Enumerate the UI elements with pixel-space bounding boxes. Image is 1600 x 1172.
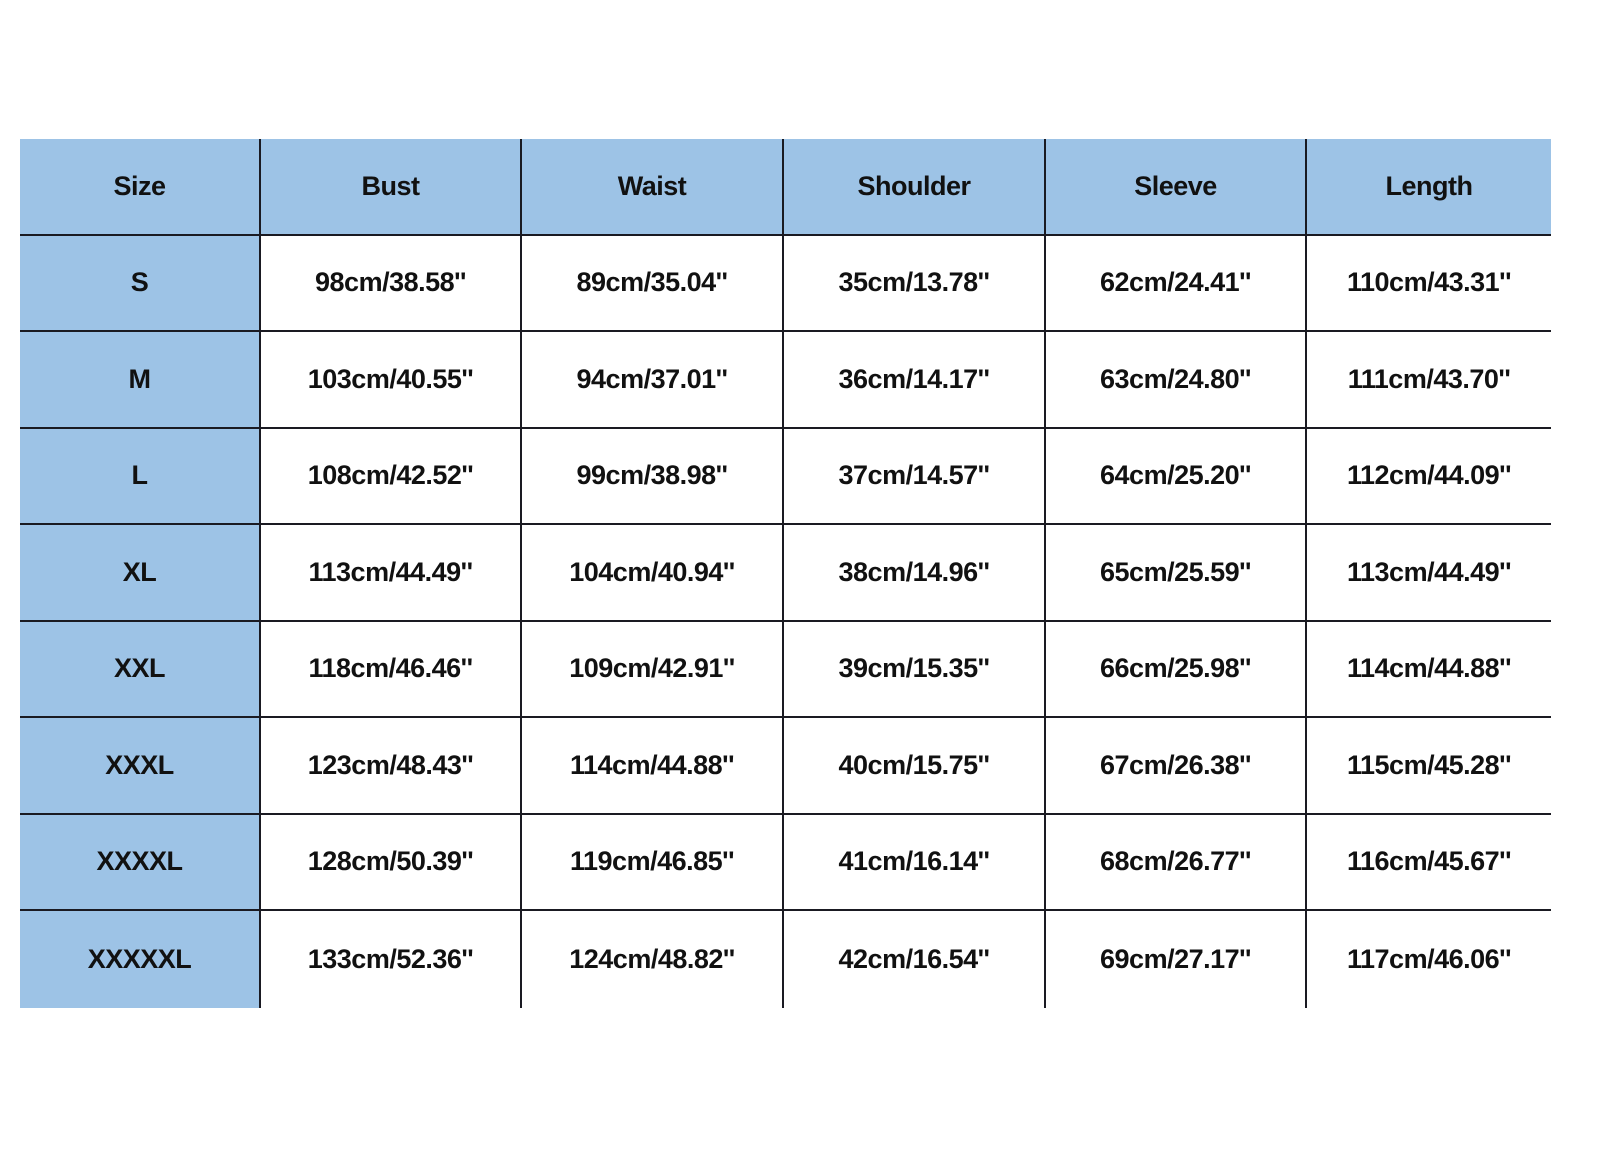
column-header-bust: Bust <box>261 139 522 236</box>
measurement-cell: 104cm/40.94'' <box>522 525 784 622</box>
measurement-cell: 108cm/42.52'' <box>261 428 522 525</box>
measurement-cell: 110cm/43.31'' <box>1307 235 1551 332</box>
measurement-cell: 118cm/46.46'' <box>261 621 522 718</box>
measurement-cell: 111cm/43.70'' <box>1307 332 1551 429</box>
measurement-cell: 41cm/16.14'' <box>784 814 1046 911</box>
size-chart-table: Size Bust Waist Shoulder Sleeve Length S 98cm/3… <box>20 139 1551 1008</box>
measurement-cell: 109cm/42.91'' <box>522 621 784 718</box>
measurement-cell: 123cm/48.43'' <box>261 718 522 815</box>
size-label-cell: XXXXL <box>20 814 261 911</box>
measurement-cell: 37cm/14.57'' <box>784 428 1046 525</box>
column-header-waist: Waist <box>522 139 784 236</box>
measurement-cell: 113cm/44.49'' <box>1307 525 1551 622</box>
measurement-cell: 117cm/46.06'' <box>1307 911 1551 1008</box>
size-label-cell: XXXXXL <box>20 911 261 1008</box>
measurement-cell: 116cm/45.67'' <box>1307 814 1551 911</box>
size-label-cell: XL <box>20 525 261 622</box>
size-label-cell: M <box>20 332 261 429</box>
measurement-cell: 66cm/25.98'' <box>1046 621 1307 718</box>
measurement-cell: 113cm/44.49'' <box>261 525 522 622</box>
size-label-cell: L <box>20 428 261 525</box>
measurement-cell: 94cm/37.01'' <box>522 332 784 429</box>
size-label-cell: XXXL <box>20 718 261 815</box>
column-header-size: Size <box>20 139 261 236</box>
measurement-cell: 115cm/45.28'' <box>1307 718 1551 815</box>
column-header-sleeve: Sleeve <box>1046 139 1307 236</box>
size-label-cell: XXL <box>20 621 261 718</box>
measurement-cell: 63cm/24.80'' <box>1046 332 1307 429</box>
measurement-cell: 124cm/48.82'' <box>522 911 784 1008</box>
measurement-cell: 39cm/15.35'' <box>784 621 1046 718</box>
measurement-cell: 114cm/44.88'' <box>1307 621 1551 718</box>
measurement-cell: 112cm/44.09'' <box>1307 428 1551 525</box>
measurement-cell: 38cm/14.96'' <box>784 525 1046 622</box>
measurement-cell: 133cm/52.36'' <box>261 911 522 1008</box>
measurement-cell: 103cm/40.55'' <box>261 332 522 429</box>
measurement-cell: 69cm/27.17'' <box>1046 911 1307 1008</box>
measurement-cell: 114cm/44.88'' <box>522 718 784 815</box>
measurement-cell: 128cm/50.39'' <box>261 814 522 911</box>
measurement-cell: 67cm/26.38'' <box>1046 718 1307 815</box>
measurement-cell: 42cm/16.54'' <box>784 911 1046 1008</box>
size-label-cell: S <box>20 235 261 332</box>
measurement-cell: 40cm/15.75'' <box>784 718 1046 815</box>
measurement-cell: 62cm/24.41'' <box>1046 235 1307 332</box>
measurement-cell: 89cm/35.04'' <box>522 235 784 332</box>
measurement-cell: 119cm/46.85'' <box>522 814 784 911</box>
column-header-length: Length <box>1307 139 1551 236</box>
measurement-cell: 64cm/25.20'' <box>1046 428 1307 525</box>
measurement-cell: 68cm/26.77'' <box>1046 814 1307 911</box>
measurement-cell: 99cm/38.98'' <box>522 428 784 525</box>
measurement-cell: 35cm/13.78'' <box>784 235 1046 332</box>
measurement-cell: 65cm/25.59'' <box>1046 525 1307 622</box>
measurement-cell: 98cm/38.58'' <box>261 235 522 332</box>
column-header-shoulder: Shoulder <box>784 139 1046 236</box>
measurement-cell: 36cm/14.17'' <box>784 332 1046 429</box>
